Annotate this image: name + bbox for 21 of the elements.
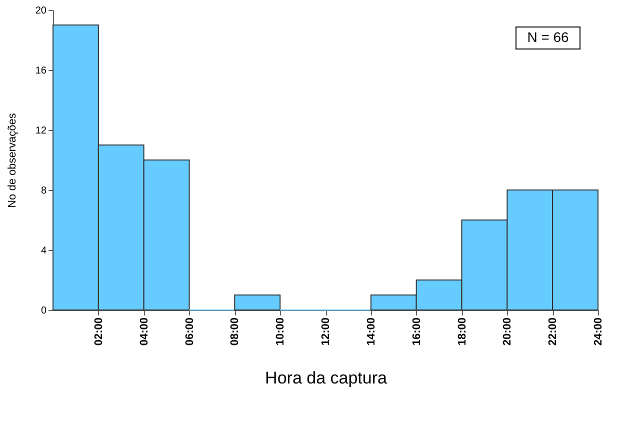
y-tick-label: 0	[40, 306, 47, 316]
x-tick-label: 16:00	[410, 318, 423, 346]
x-tick-label: 02:00	[92, 318, 105, 346]
x-tick-label: 14:00	[365, 318, 378, 346]
x-tick-label: 12:00	[320, 318, 332, 346]
x-axis-title: Hora da captura	[265, 368, 388, 388]
y-axis-title: No de observações	[6, 112, 18, 208]
y-tick-label: 20	[35, 6, 47, 16]
x-tick-label: 06:00	[184, 318, 196, 346]
x-tick-label: 22:00	[547, 318, 560, 346]
x-tick-label: 04:00	[138, 318, 150, 346]
y-tick-label: 4	[40, 246, 47, 256]
x-tick-label: 24:00	[592, 318, 604, 346]
y-tick-label: 8	[40, 186, 47, 196]
x-tick-label: 10:00	[274, 318, 287, 346]
y-tick-label: 12	[35, 126, 47, 136]
annotation: N = 66	[527, 29, 570, 45]
x-tick-label: 18:00	[456, 318, 468, 346]
y-tick-label: 16	[35, 66, 47, 76]
x-tick-label: 08:00	[229, 318, 242, 346]
x-tick-label: 20:00	[502, 318, 514, 346]
